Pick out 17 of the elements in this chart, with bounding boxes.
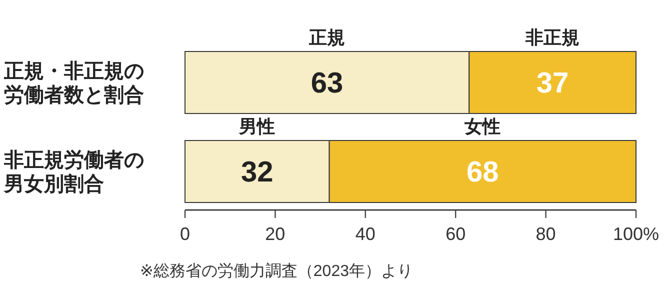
y-tick-label: 正規・非正規の労働者数と割合	[3, 60, 144, 106]
x-tick-label: 60	[446, 224, 466, 244]
data-label: 68	[466, 156, 499, 188]
y-tick-label: 非正規労働者の男女別割合	[3, 148, 144, 196]
annotation: 非正規	[524, 28, 580, 48]
annotation: 女性	[464, 116, 501, 136]
x-tick-label: 0	[180, 224, 190, 244]
x-tick-label: 100%	[612, 224, 660, 244]
data-label: 63	[310, 68, 344, 100]
x-tick-label: 40	[355, 224, 376, 244]
data-label: 32	[241, 156, 274, 188]
text: ※総務省の労働力調査（2023年）より	[140, 262, 413, 280]
x-tick-label: 20	[265, 224, 286, 244]
annotation: 男性	[238, 116, 276, 136]
annotation: 正規	[308, 28, 346, 48]
x-tick-label: 80	[536, 224, 556, 244]
data-label: 37	[536, 68, 569, 100]
